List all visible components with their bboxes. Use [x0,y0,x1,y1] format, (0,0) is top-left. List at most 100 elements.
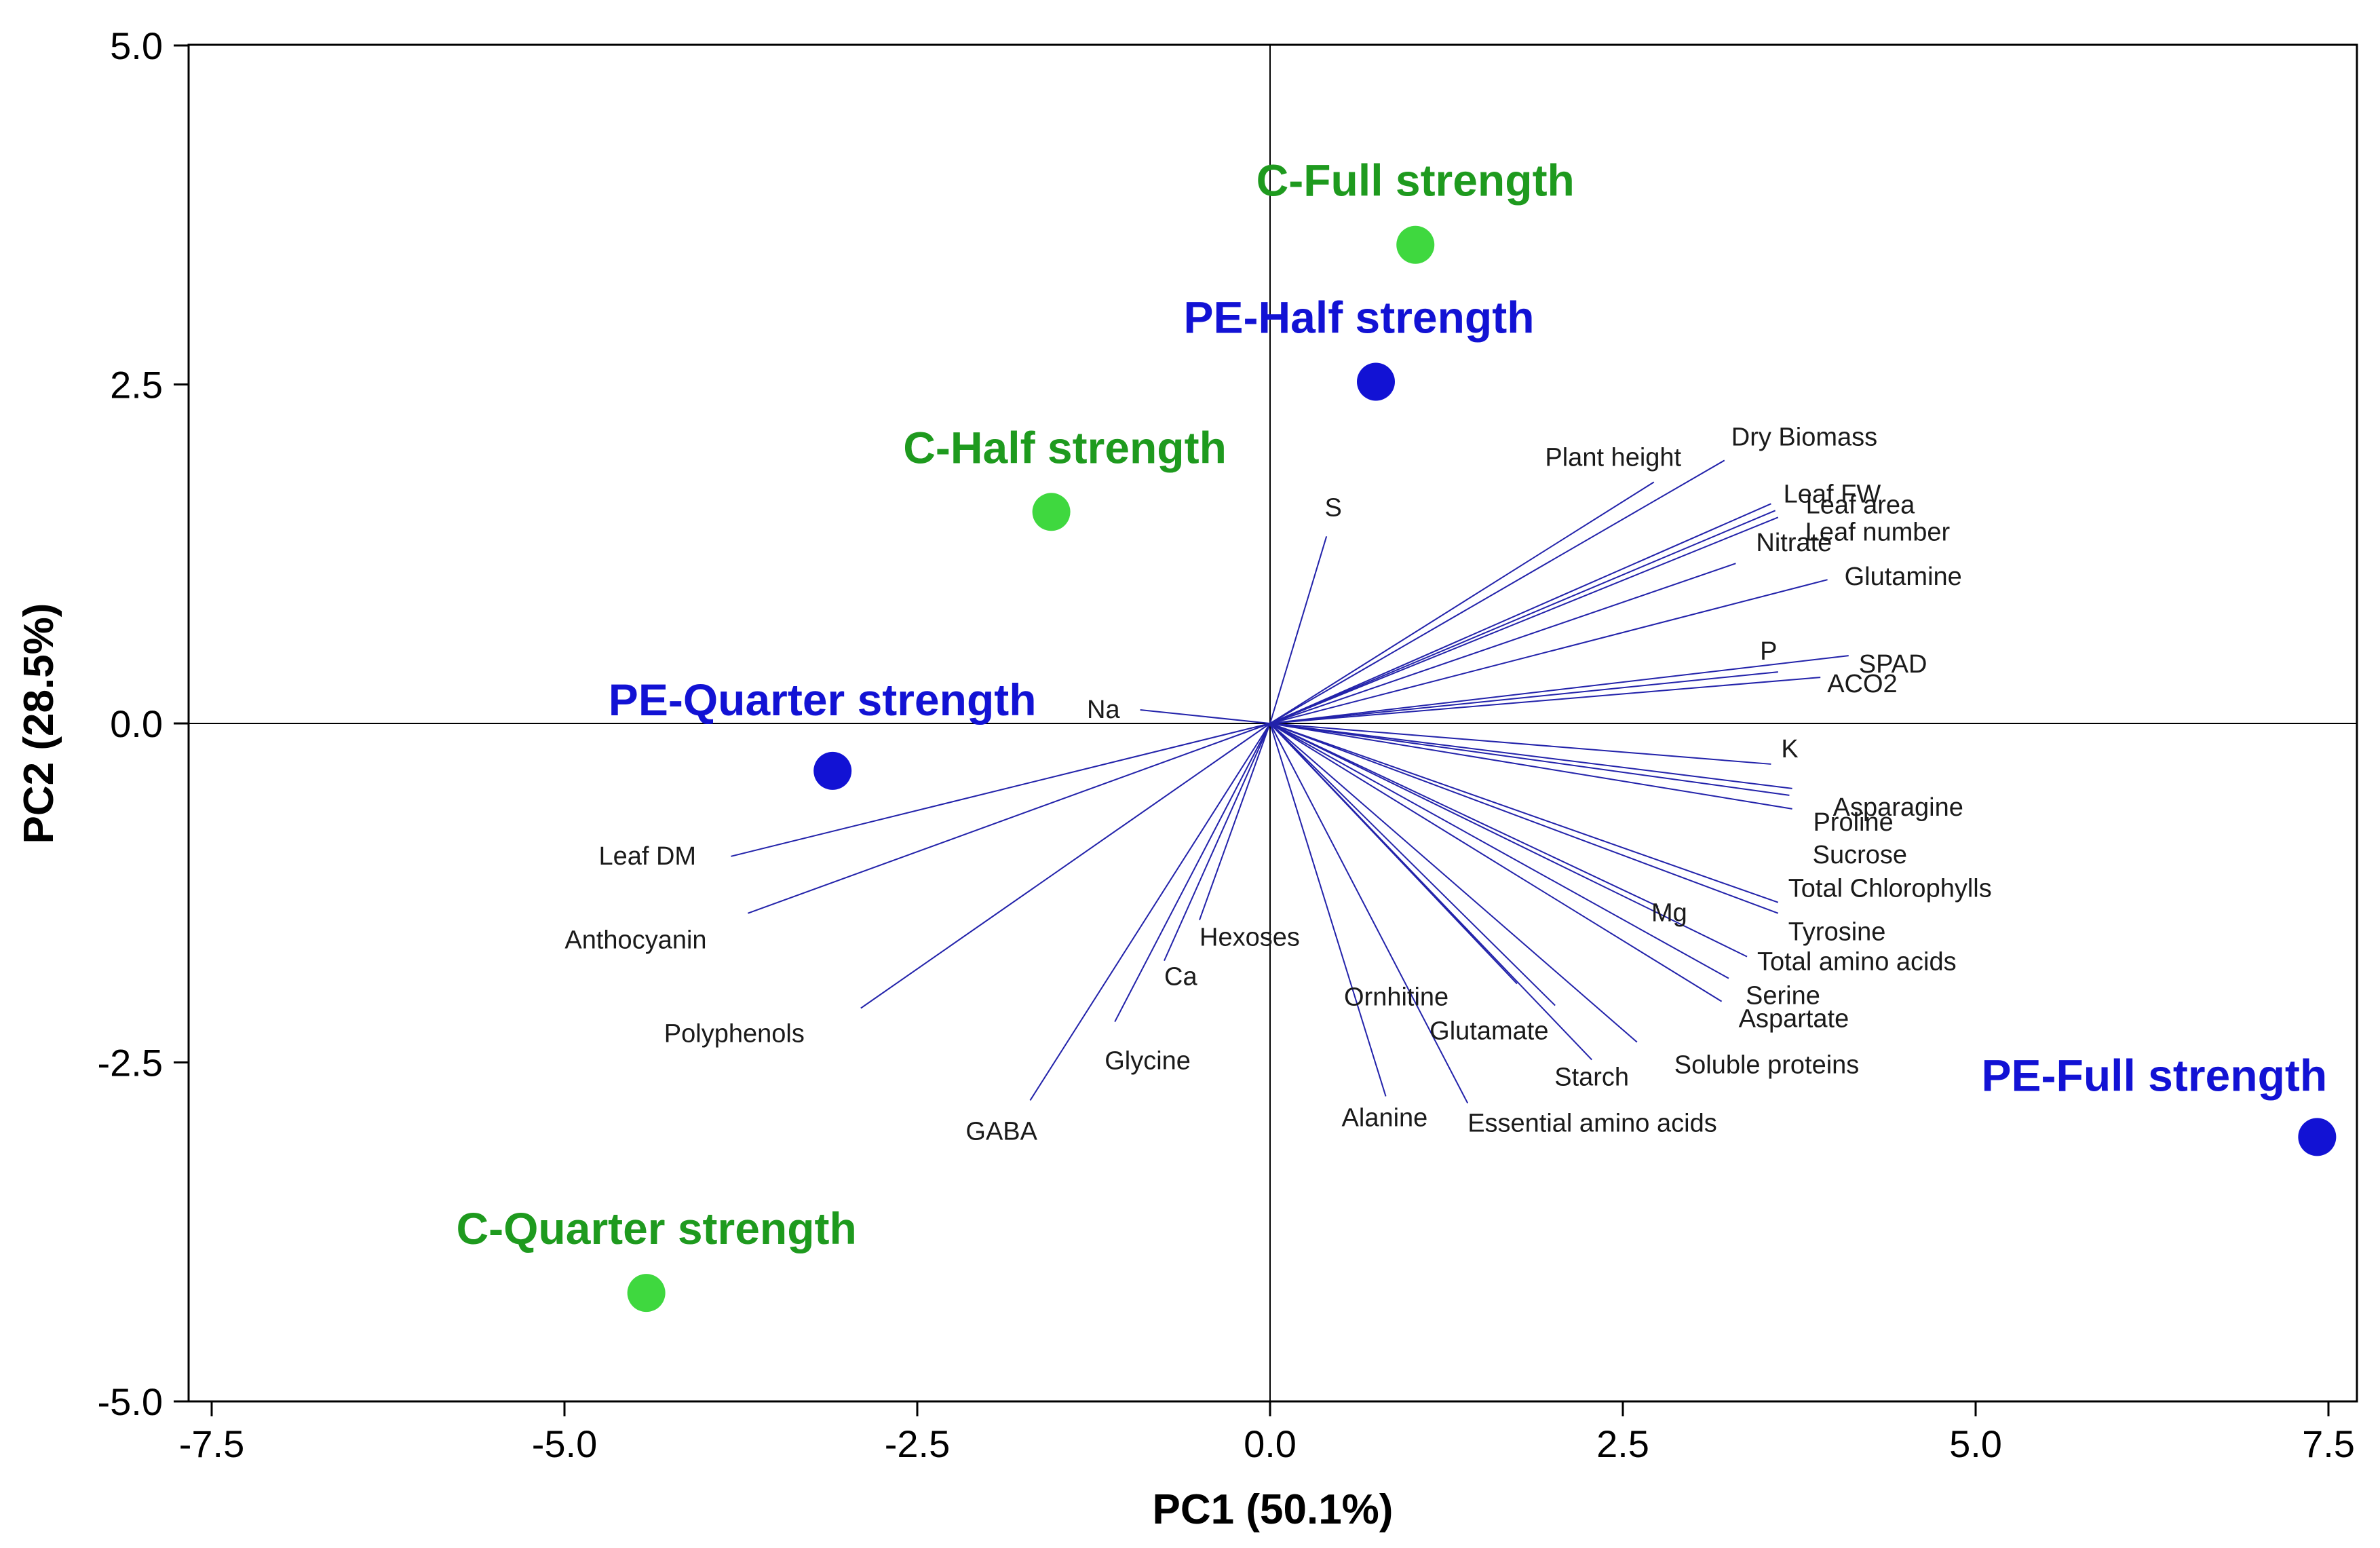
vector-spad [1269,655,1849,724]
vector-label-glutamine: Glutamine [1845,563,1962,591]
vector-label-essential-amino-acids: Essential amino acids [1467,1109,1717,1137]
vector-sucrose [1269,723,1792,810]
vector-ca [1164,723,1271,962]
point-label-pe-full-strength: PE-Full strength [1982,1050,2328,1100]
vector-label-alanine: Alanine [1342,1103,1428,1132]
vector-label-ornhitine: Ornhitine [1344,983,1448,1012]
vector-aspartate [1269,723,1723,1002]
vector-label-gaba: GABA [965,1117,1037,1146]
vector-label-plant-height: Plant height [1545,443,1681,472]
point-label-c-quarter-strength: C-Quarter strength [456,1203,856,1253]
vector-label-leaf-area: Leaf area [1806,491,1915,519]
x-tick-label: 2.5 [1596,1422,1649,1465]
vector-label-total-chlorophylls: Total Chlorophylls [1788,875,1992,903]
point-pe-half-strength [1357,362,1395,401]
vector-label-serine: Serine [1746,982,1820,1011]
point-label-c-half-strength: C-Half strength [903,422,1227,472]
vector-label-mg: Mg [1651,899,1687,928]
vector-label-spad: SPAD [1859,650,1927,679]
loading-vectors [731,459,1849,1103]
vector-label-glycine: Glycine [1105,1047,1191,1076]
point-label-pe-half-strength: PE-Half strength [1183,292,1534,343]
vector-label-sucrose: Sucrose [1813,841,1907,869]
vector-plant-height [1269,481,1655,724]
vector-asparagine [1269,723,1792,789]
y-tick-label: 0.0 [110,702,163,745]
vector-p [1269,671,1778,724]
vector-label-na: Na [1087,696,1120,724]
x-tick-label: -5.0 [532,1422,598,1465]
vector-label-tyrosine: Tyrosine [1788,918,1886,947]
vector-k [1269,723,1771,765]
y-tick-label: 2.5 [110,364,163,407]
vector-nitrate [1269,563,1736,724]
vector-ornhitine [1269,723,1518,985]
vector-label-anthocyanin: Anthocyanin [564,926,706,955]
point-label-c-full-strength: C-Full strength [1256,155,1575,206]
vector-alanine [1269,723,1387,1097]
x-tick-label: -7.5 [179,1422,245,1465]
y-tick-label: 5.0 [110,24,163,67]
vector-glutamine [1269,579,1828,724]
vector-proline [1269,723,1790,796]
vector-leaf-dm [731,723,1271,857]
y-axis-ticks: -5.0 -2.5 0.0 2.5 5.0 [98,24,189,1423]
vector-label-leaf-fw: Leaf FW [1784,480,1881,508]
vector-total-chlorophylls [1269,723,1779,903]
vector-leaf-area [1269,510,1776,724]
vector-label-soluble-proteins: Soluble proteins [1674,1051,1860,1080]
vector-glutamate [1269,723,1556,1006]
vector-label-k: K [1781,735,1798,763]
x-tick-label: 7.5 [2302,1422,2355,1465]
vector-polyphenols [860,723,1271,1009]
vector-na [1140,709,1271,724]
vector-soluble-proteins [1269,723,1638,1043]
vector-dry-biomass [1269,459,1725,724]
vector-label-s: S [1325,493,1342,522]
vector-label-polyphenols: Polyphenols [664,1020,805,1049]
vector-label-starch: Starch [1554,1063,1629,1092]
vector-label-leaf-number: Leaf number [1805,518,1951,546]
vector-essential-amino-acids [1269,723,1469,1103]
vector-glycine [1114,723,1271,1023]
vector-label-ca: Ca [1164,963,1197,992]
vector-leaf-fw [1269,503,1771,724]
vector-label-asparagine: Asparagine [1833,793,1963,822]
point-pe-full-strength [2298,1118,2337,1156]
vector-label-proline: Proline [1813,808,1893,837]
x-tick-label: -2.5 [885,1422,951,1465]
vector-leaf-number [1269,516,1779,724]
vector-label-nitrate: Nitrate [1756,529,1832,557]
x-tick-label: 0.0 [1244,1422,1297,1465]
x-tick-label: 5.0 [1949,1422,2002,1465]
y-tick-label: -5.0 [98,1380,164,1423]
vector-label-hexoses: Hexoses [1199,924,1300,952]
group-points [627,225,2337,1313]
point-c-quarter-strength [627,1274,666,1313]
vector-label-glutamate: Glutamate [1429,1017,1548,1046]
vector-anthocyanin [748,723,1271,914]
vector-gaba [1029,723,1271,1101]
point-label-pe-quarter-strength: PE-Quarter strength [609,675,1037,725]
vector-label-leaf-dm: Leaf DM [598,842,696,871]
vector-total-amino-acids [1269,723,1748,958]
x-axis-title: PC1 (50.1%) [1153,1486,1394,1533]
vector-label-aspartate: Aspartate [1739,1005,1849,1034]
point-c-half-strength [1032,493,1071,531]
vector-hexoses [1199,723,1271,921]
point-c-full-strength [1396,225,1435,264]
x-axis-ticks: -7.5 -5.0 -2.5 0.0 2.5 5.0 7.5 [179,1401,2355,1465]
point-pe-quarter-strength [813,751,852,790]
group-point-labels: C-Full strength PE-Half strength C-Half st… [456,155,2327,1253]
vector-aco2 [1269,677,1821,724]
y-axis-title: PC2 (28.5%) [16,603,62,844]
vector-label-dry-biomass: Dry Biomass [1731,423,1877,451]
vector-label-total-amino-acids: Total amino acids [1757,948,1957,977]
y-tick-label: -2.5 [98,1042,164,1084]
vector-s [1269,535,1328,724]
vector-tyrosine [1269,723,1779,914]
vector-mg [1269,723,1659,907]
vector-label-p: P [1760,637,1777,666]
